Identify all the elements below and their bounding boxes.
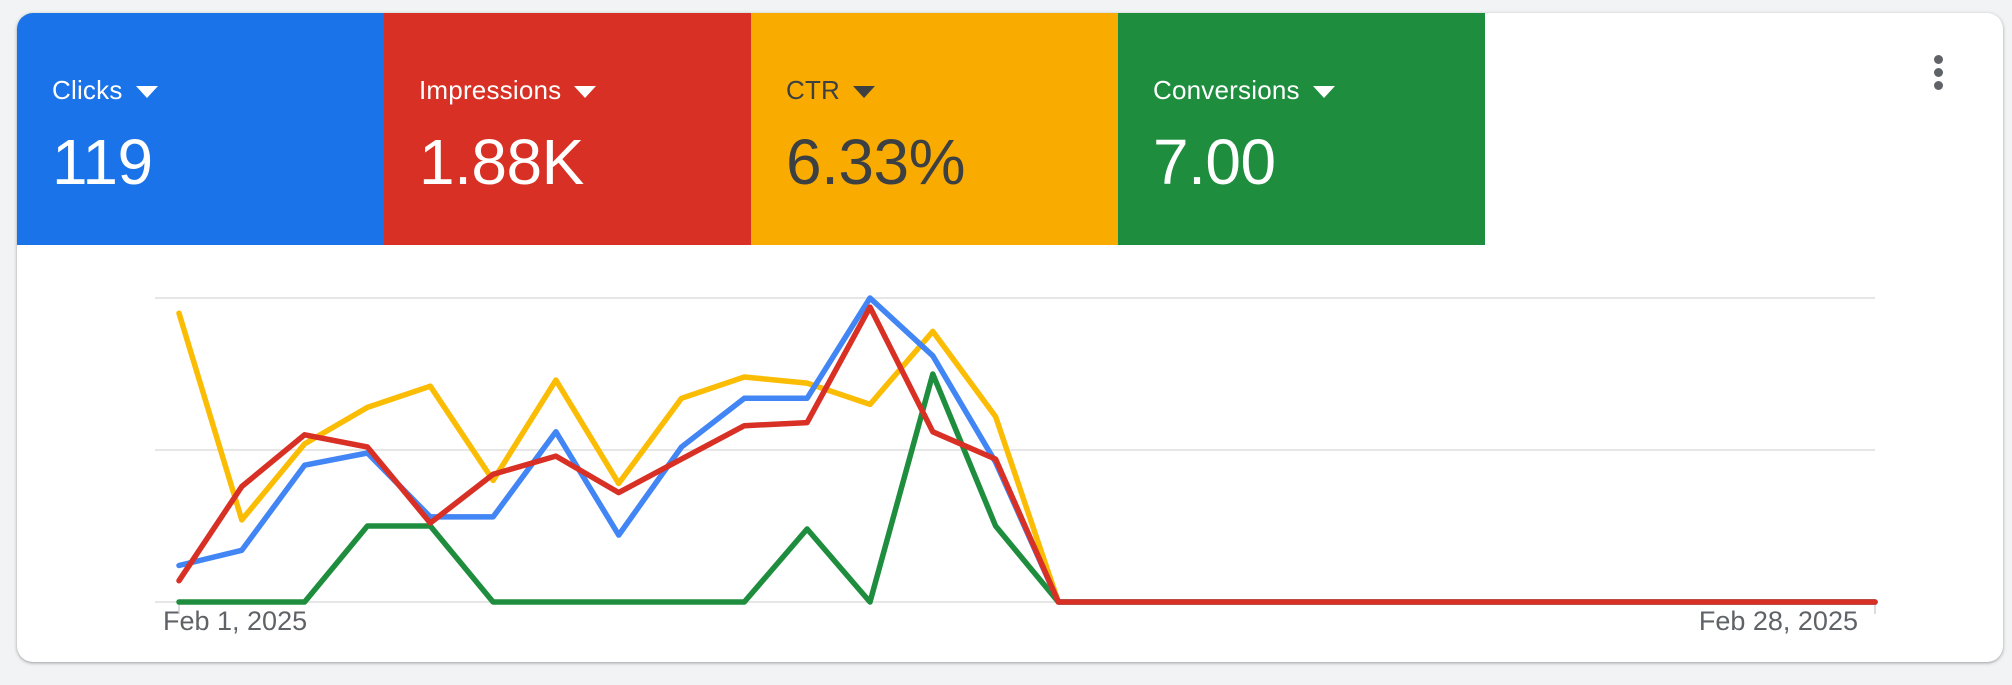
- metric-selector-ctr[interactable]: CTR: [786, 75, 876, 105]
- metric-label: CTR: [786, 75, 841, 105]
- metric-selector-conversions[interactable]: Conversions: [1153, 75, 1335, 105]
- kebab-dot: [1933, 67, 1943, 77]
- metric-tiles: Clicks 119 Impressions 1.88K CTR 6.33% C…: [17, 13, 1485, 245]
- metric-value: 1.88K: [419, 126, 584, 198]
- metric-selector-clicks[interactable]: Clicks: [52, 75, 158, 105]
- x-axis-start-label: Feb 1, 2025: [163, 606, 308, 636]
- metric-selector-impressions[interactable]: Impressions: [419, 75, 597, 105]
- metric-tile-clicks: Clicks 119: [17, 13, 384, 245]
- metric-tile-impressions: Impressions 1.88K: [384, 13, 751, 245]
- chevron-down-icon: [574, 85, 597, 98]
- metric-tile-ctr: CTR 6.33%: [751, 13, 1118, 245]
- metric-tile-conversions: Conversions 7.00: [1118, 13, 1485, 245]
- metric-label: Impressions: [419, 75, 562, 105]
- x-axis-end-label: Feb 28, 2025: [1698, 606, 1858, 636]
- metric-value: 119: [52, 126, 153, 198]
- performance-chart[interactable]: [17, 13, 2012, 685]
- metric-label: Conversions: [1153, 75, 1300, 105]
- metric-label: Clicks: [52, 75, 123, 105]
- chevron-down-icon: [135, 85, 158, 98]
- series-line-ctr: [176, 310, 1878, 605]
- chevron-down-icon: [853, 85, 876, 98]
- series-line-conversions: [176, 371, 1878, 605]
- chevron-down-icon: [1312, 85, 1335, 98]
- series-line-impressions: [176, 304, 1878, 605]
- more-options-button[interactable]: [1914, 48, 1962, 96]
- kebab-dot: [1933, 54, 1943, 64]
- metric-value: 6.33%: [786, 126, 965, 198]
- kebab-dot: [1933, 80, 1943, 90]
- metric-value: 7.00: [1153, 126, 1276, 198]
- overview-card: Clicks 119 Impressions 1.88K CTR 6.33% C…: [17, 13, 2003, 662]
